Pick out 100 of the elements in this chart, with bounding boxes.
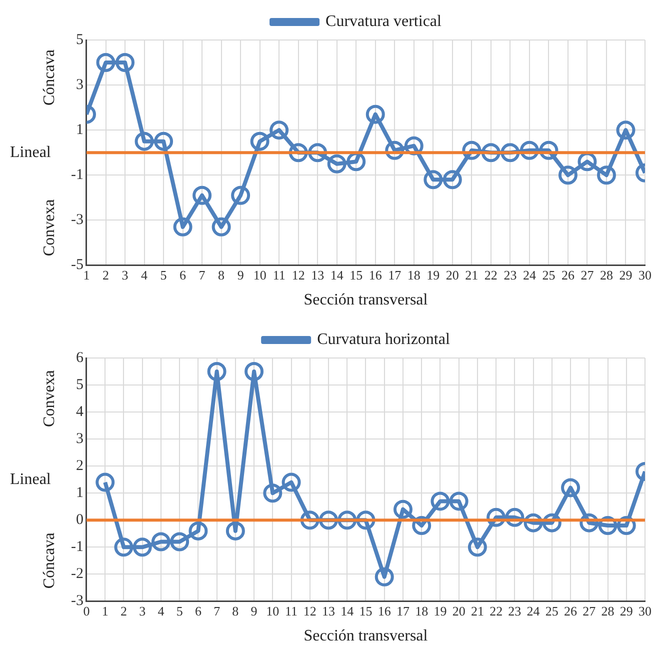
- text: Convexa: [41, 199, 58, 256]
- point: [116, 53, 135, 72]
- point: [393, 500, 412, 519]
- x-tick-label: 17: [388, 267, 402, 282]
- x-tick-label: 7: [214, 603, 221, 618]
- point: [114, 538, 134, 557]
- x-tick-label: 11: [272, 267, 286, 282]
- point: [430, 492, 450, 511]
- y-tick-label: -3: [70, 593, 84, 610]
- x-axis-title: Sección transversal: [304, 292, 428, 309]
- point: [188, 521, 208, 540]
- point: [96, 53, 116, 72]
- text: Lineal: [10, 470, 52, 488]
- x-tick-label: 9: [250, 603, 258, 618]
- y-tick-label: -1: [70, 539, 84, 556]
- point: [96, 472, 115, 492]
- y-tick-label: -2: [70, 566, 84, 582]
- x-tick-label: 4: [158, 603, 165, 618]
- y-tick-label: 3: [76, 76, 84, 93]
- x-tick-label: 17: [396, 603, 410, 618]
- x-tick-label: 10: [266, 603, 280, 618]
- point: [154, 132, 174, 151]
- text: Cóncava: [41, 532, 58, 589]
- point: [244, 362, 264, 382]
- legend-label: Curvatura vertical: [326, 13, 442, 30]
- x-tick-label: 20: [452, 603, 466, 618]
- x-tick-label: 23: [508, 603, 522, 618]
- x-tick-label: 5: [176, 603, 183, 618]
- x-tick-label: 24: [526, 603, 540, 618]
- x-tick-label: 25: [542, 267, 556, 282]
- x-tick-label: 20: [446, 267, 459, 282]
- point: [468, 538, 487, 557]
- point: [263, 484, 282, 503]
- y-tick-label: 1: [76, 485, 84, 502]
- point: [346, 152, 366, 172]
- x-tick-label: 19: [434, 603, 447, 618]
- x-tick-label: 25: [545, 603, 558, 618]
- point: [558, 166, 578, 185]
- x-tick-label: 3: [139, 603, 146, 618]
- point: [596, 166, 616, 185]
- x-tick-label: 16: [378, 603, 392, 618]
- x-tick-label: 12: [303, 603, 316, 618]
- x-tick-label: 19: [426, 267, 440, 282]
- x-tick-label: 18: [407, 267, 420, 282]
- text: Convexa: [41, 370, 58, 427]
- x-tick-label: 18: [415, 603, 428, 618]
- x-tick-label: 27: [580, 267, 594, 282]
- point: [282, 472, 301, 492]
- x-tick-label: 22: [490, 603, 503, 618]
- y-tick-label: -1: [70, 167, 84, 184]
- y-tick-label: 4: [76, 404, 84, 420]
- point: [134, 132, 154, 151]
- x-tick-label: 30: [638, 603, 652, 618]
- point: [207, 362, 226, 382]
- x-tick-label: 9: [237, 267, 244, 282]
- point: [212, 217, 231, 236]
- point: [424, 170, 443, 190]
- point: [173, 217, 192, 236]
- x-tick-label: 26: [564, 603, 578, 618]
- x-tick-label: 4: [141, 267, 148, 282]
- x-tick-label: 16: [368, 267, 382, 282]
- point: [270, 120, 289, 140]
- x-tick-label: 29: [619, 267, 632, 282]
- point: [578, 152, 597, 172]
- x-tick-label: 15: [359, 603, 372, 618]
- x-tick-label: 30: [638, 267, 652, 282]
- point: [231, 186, 250, 205]
- x-tick-label: 8: [218, 267, 225, 282]
- x-tick-label: 28: [601, 603, 614, 618]
- x-tick-label: 26: [561, 267, 575, 282]
- point: [449, 492, 468, 511]
- y-tick-label: 6: [76, 350, 84, 366]
- y-tick-label: 1: [76, 122, 84, 138]
- text: Cóncava: [41, 50, 58, 106]
- x-tick-label: 6: [194, 603, 202, 618]
- x-tick-label: 28: [600, 267, 613, 282]
- x-tick-label: 13: [311, 267, 324, 282]
- x-tick-label: 21: [470, 603, 484, 618]
- point: [151, 532, 170, 552]
- x-tick-label: 24: [522, 267, 536, 282]
- legend-label: Curvatura horizontal: [317, 331, 450, 348]
- x-tick-label: 29: [620, 603, 633, 618]
- y-tick-label: 0: [76, 512, 84, 528]
- y-tick-label: 5: [76, 376, 84, 393]
- point: [170, 532, 190, 552]
- text: Lineal: [10, 144, 52, 161]
- x-tick-label: 5: [160, 267, 167, 282]
- x-tick-label: 6: [180, 267, 187, 282]
- x-tick-label: 14: [340, 603, 354, 618]
- point: [192, 186, 212, 205]
- x-tick-label: 3: [122, 267, 128, 282]
- x-axis-title: Sección transversal: [304, 628, 428, 645]
- y-tick-label: -5: [70, 257, 84, 274]
- x-tick-label: 13: [322, 603, 336, 618]
- x-tick-label: 7: [198, 267, 206, 282]
- y-tick-label: 2: [76, 458, 84, 474]
- x-tick-label: 2: [120, 603, 127, 618]
- y-tick-label: 3: [76, 431, 84, 448]
- x-tick-label: 27: [582, 603, 596, 618]
- point: [132, 538, 152, 557]
